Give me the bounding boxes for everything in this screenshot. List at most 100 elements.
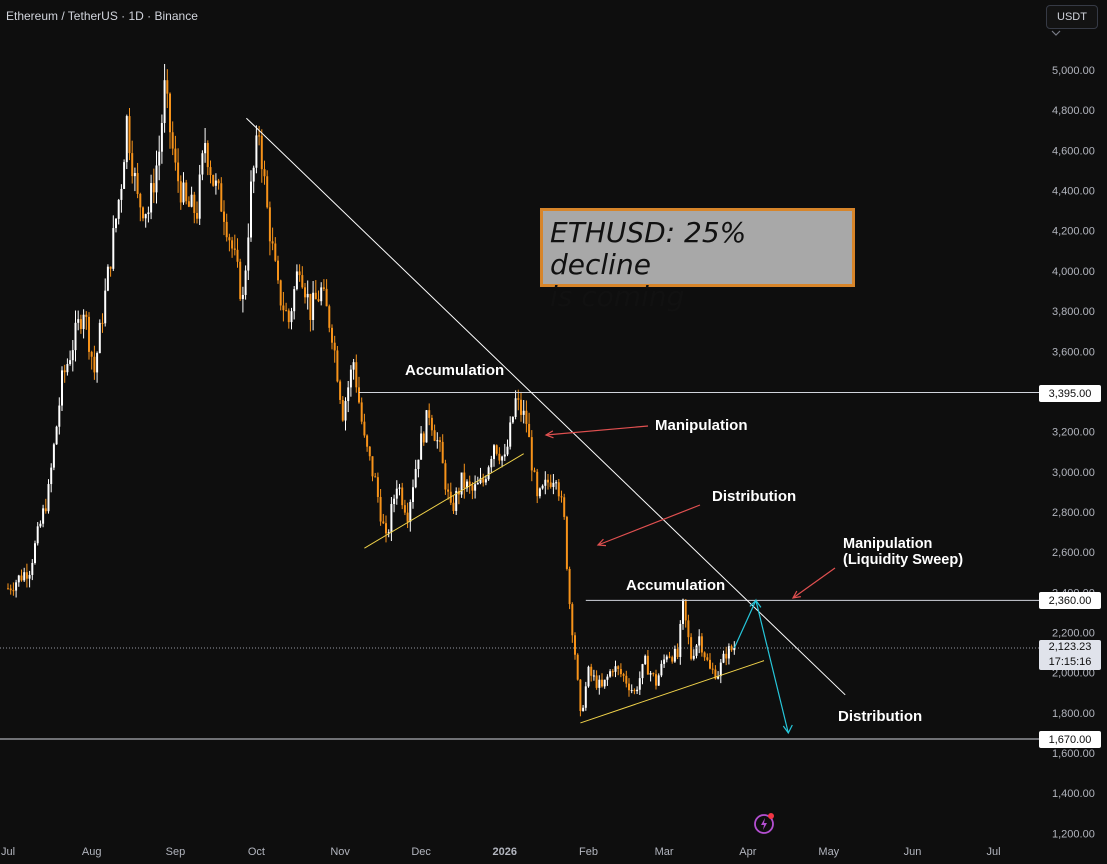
candle-body: [628, 683, 630, 691]
candle-body: [385, 523, 387, 534]
candle-body: [88, 316, 90, 352]
candle-body: [12, 590, 15, 592]
candle-body: [584, 686, 587, 708]
candle-body: [692, 655, 695, 659]
candle-body: [536, 471, 539, 497]
candle-body: [544, 479, 547, 486]
y-tick-label: 2,800.00: [1052, 507, 1095, 519]
candle-body: [549, 482, 552, 487]
candle-body: [98, 322, 101, 354]
candle-body: [452, 502, 455, 511]
candle-body: [641, 664, 644, 679]
y-tick-label: 4,400.00: [1052, 186, 1095, 198]
candle-body: [587, 666, 590, 687]
candle-body: [279, 280, 282, 306]
candle-body: [152, 183, 155, 193]
candle-body: [9, 588, 12, 591]
current-price: 2,123.23: [1048, 641, 1092, 653]
candle-body: [630, 690, 633, 692]
candle-body: [306, 293, 309, 298]
candle-body: [198, 174, 201, 219]
candle-body: [55, 426, 58, 445]
candle-body: [349, 369, 352, 388]
candle-body: [490, 458, 493, 468]
candle-body: [468, 481, 471, 486]
candle-body: [333, 342, 336, 351]
candle-body: [136, 173, 139, 194]
candle-body: [676, 648, 679, 657]
candle-body: [347, 387, 350, 402]
candle-body: [204, 143, 207, 154]
candle-body: [285, 310, 288, 312]
candle-body: [625, 675, 628, 684]
candle-body: [271, 241, 274, 244]
currency-button[interactable]: USDT: [1046, 5, 1098, 29]
candle-body: [660, 663, 663, 676]
candle-body: [169, 93, 171, 133]
candle-body: [668, 656, 671, 658]
candle-body: [441, 441, 444, 464]
candle-body: [479, 478, 482, 484]
candle-body: [555, 482, 558, 484]
candle-body: [503, 454, 506, 457]
y-tick-label: 1,200.00: [1052, 828, 1095, 840]
y-tick-label: 4,600.00: [1052, 145, 1095, 157]
support-line-1: [364, 453, 524, 549]
candle-body: [371, 456, 374, 477]
candle-body: [487, 467, 490, 480]
y-tick-label: 3,800.00: [1052, 306, 1095, 318]
candle-body: [144, 214, 147, 219]
candle-body: [409, 502, 412, 522]
candle-body: [250, 181, 252, 238]
candle-body: [725, 653, 728, 659]
candle-body: [206, 143, 209, 168]
candle-body: [360, 402, 363, 422]
candle-body: [719, 662, 722, 677]
candle-body: [633, 690, 636, 692]
candle-body: [182, 182, 185, 203]
candle-body: [552, 482, 555, 487]
candle-body: [115, 218, 117, 229]
candle-body: [304, 287, 306, 298]
candle-body: [595, 675, 598, 688]
symbol-title[interactable]: Ethereum / TetherUS · 1D · Binance: [6, 9, 198, 23]
candle-body: [706, 657, 709, 660]
candle-body: [460, 472, 463, 495]
candle-body: [266, 176, 269, 208]
projection-path: [733, 598, 789, 734]
x-tick-label: Mar: [655, 846, 674, 858]
candle-body: [69, 360, 72, 365]
y-tick-label: 3,000.00: [1052, 467, 1095, 479]
candle-body: [636, 689, 639, 692]
candle-body: [274, 243, 277, 261]
candle-body: [282, 305, 285, 311]
candle-body: [379, 496, 382, 522]
label-accumulation-1: Accumulation: [405, 362, 505, 379]
candle-body: [649, 673, 652, 675]
chevron-down-icon[interactable]: [1051, 30, 1061, 36]
candle-body: [44, 508, 47, 512]
candle-body: [463, 472, 466, 489]
candle-body: [258, 135, 261, 137]
candle-body: [646, 655, 649, 675]
candle-body: [61, 370, 63, 406]
candle-body: [525, 410, 528, 424]
candle-body: [557, 482, 560, 497]
candle-body: [52, 444, 55, 468]
candle-body: [147, 212, 150, 215]
candle-body: [606, 676, 609, 680]
candle-body: [579, 679, 582, 711]
label-manipulation-2: Manipulation (Liquidity Sweep): [843, 536, 964, 568]
candle-body: [433, 430, 436, 441]
candle-body: [96, 353, 99, 373]
candle-body: [568, 568, 571, 605]
candle-body: [436, 440, 439, 442]
candle-body: [260, 135, 263, 170]
current-price-tag: 2,123.23 17:15:16: [1039, 640, 1101, 670]
flash-icon[interactable]: [753, 812, 775, 834]
candle-body: [582, 707, 585, 711]
candle-body: [133, 173, 136, 177]
candle-body: [117, 199, 120, 219]
candle-body: [233, 248, 236, 250]
